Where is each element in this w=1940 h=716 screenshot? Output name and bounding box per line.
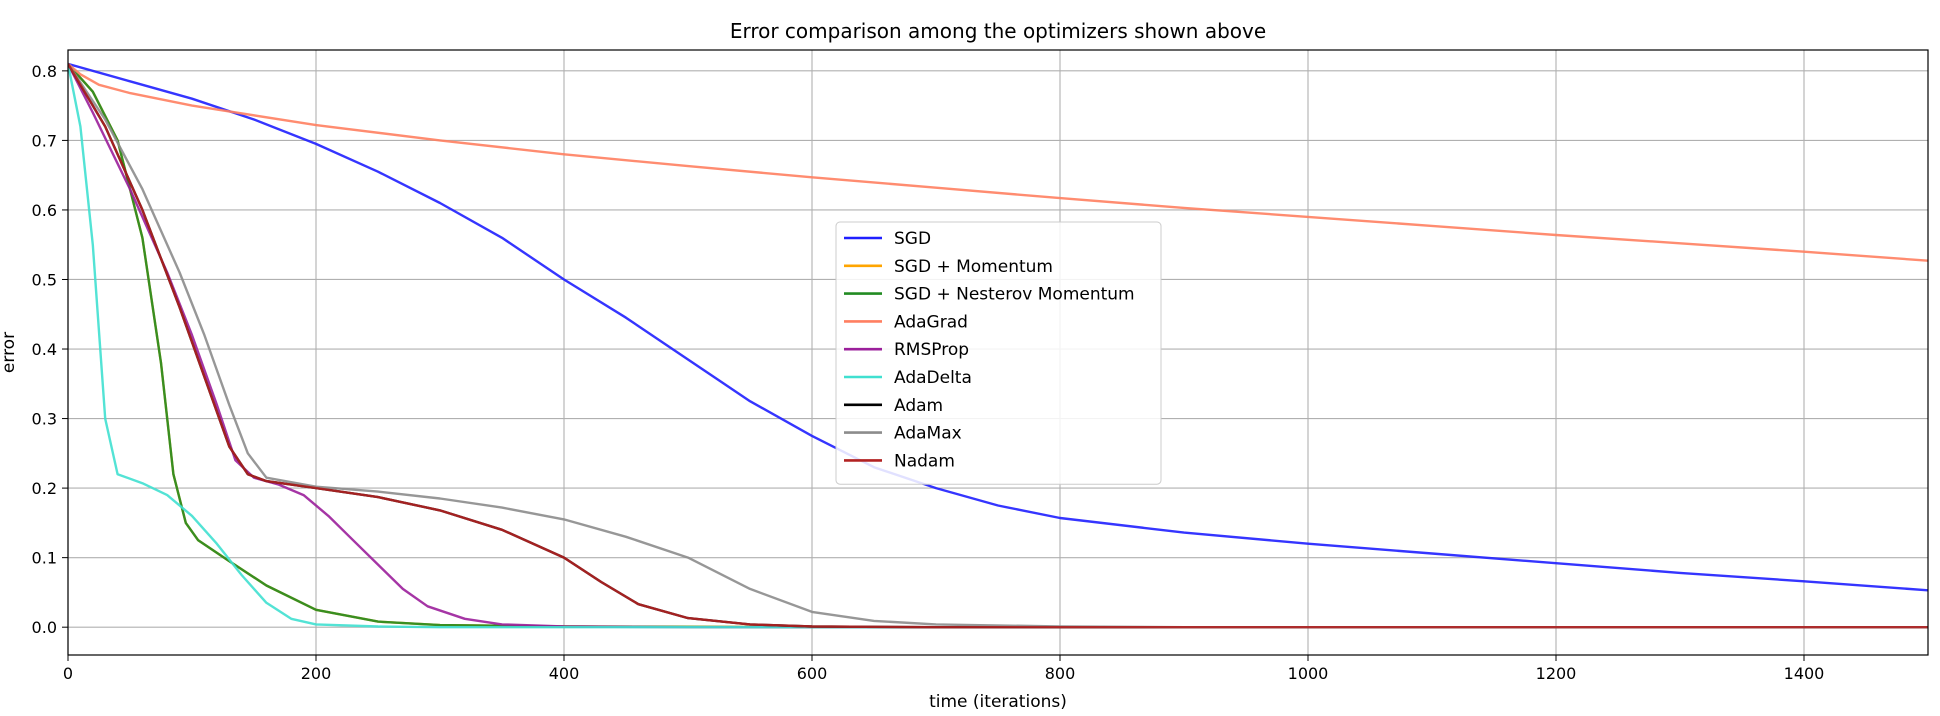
series-line-adagrad <box>68 62 1928 262</box>
legend: SGD SGD + Momentum SGD + Nesterov Momentum… <box>835 221 1162 485</box>
axis-ticks: 0 200 400 600 800 1000 1200 1400 0.0 0.1 0.2 0.3 0.4… <box>32 62 1825 683</box>
x-tick-label: 1200 <box>1536 664 1577 683</box>
legend-label: AdaDelta <box>894 368 972 388</box>
y-tick-label: 0.3 <box>32 410 57 429</box>
chart-title: Error comparison among the optimizers sh… <box>730 19 1266 43</box>
x-axis-label: time (iterations) <box>929 692 1067 712</box>
x-tick-label: 800 <box>1045 664 1076 683</box>
legend-label: SGD <box>894 229 931 249</box>
series-line-adamax <box>68 63 1928 629</box>
series-lines <box>68 62 1928 629</box>
x-tick-label: 200 <box>301 664 332 683</box>
y-tick-label: 0.0 <box>32 618 57 637</box>
x-tick-label: 1000 <box>1288 664 1329 683</box>
legend-label: Nadam <box>894 451 955 471</box>
legend-label: SGD + Nesterov Momentum <box>894 285 1135 305</box>
y-tick-label: 0.6 <box>32 201 57 220</box>
series-line-sgd <box>68 62 1928 592</box>
legend-box <box>835 221 1162 485</box>
x-tick-label: 400 <box>549 664 580 683</box>
y-tick-label: 0.5 <box>32 270 57 289</box>
legend-label: Adam <box>894 396 943 416</box>
y-tick-label: 0.7 <box>32 131 57 150</box>
y-tick-label: 0.2 <box>32 479 57 498</box>
x-tick-label: 0 <box>63 664 73 683</box>
plot-frame <box>67 49 1929 656</box>
series-line-nadam <box>68 63 1928 629</box>
x-tick-label: 600 <box>797 664 828 683</box>
x-tick-label: 1400 <box>1784 664 1825 683</box>
series-line-adadelta <box>68 63 1928 629</box>
y-axis-label: error <box>0 332 19 373</box>
y-tick-label: 0.8 <box>32 62 57 81</box>
legend-label: AdaMax <box>894 424 962 444</box>
legend-label: RMSProp <box>894 340 969 360</box>
y-tick-label: 0.4 <box>32 340 57 359</box>
legend-label: SGD + Momentum <box>894 257 1053 277</box>
legend-label: AdaGrad <box>894 312 968 332</box>
y-tick-label: 0.1 <box>32 549 57 568</box>
